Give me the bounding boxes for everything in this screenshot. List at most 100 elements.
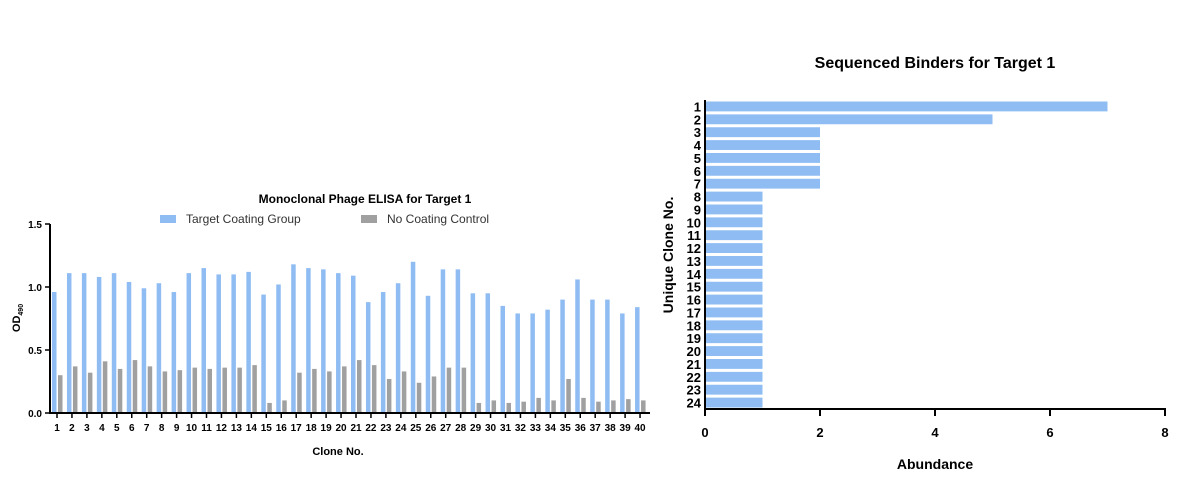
bar-abundance [705, 178, 820, 189]
y-tick-label: 3 [694, 125, 701, 140]
legend-label-target: Target Coating Group [186, 212, 301, 226]
bar-control [491, 400, 497, 413]
x-tick-label: 9 [174, 423, 180, 434]
bar-control [222, 367, 227, 413]
y-tick-label: 8 [694, 190, 701, 205]
bar-target [321, 269, 326, 413]
bar-target [620, 313, 625, 413]
bar-abundance [705, 191, 763, 202]
bar-abundance [705, 243, 763, 253]
y-tick-label: 17 [687, 305, 701, 320]
y-tick-label: 0.0 [28, 409, 42, 420]
x-tick-label: 8 [159, 423, 165, 434]
y-tick-label: 18 [687, 318, 701, 333]
bar-target [66, 273, 72, 413]
legend-swatch-control [361, 215, 377, 223]
x-tick-label: 30 [485, 423, 497, 434]
binders-chart: Sequenced Binders for Target 1 Abundance… [660, 55, 1169, 472]
x-tick-label: 6 [129, 423, 135, 434]
y-tick-label: 9 [694, 202, 701, 217]
y-tick-label: 19 [687, 331, 701, 346]
ylabel-sub: 490 [18, 304, 25, 316]
bar-control [416, 382, 422, 413]
bar-abundance [705, 307, 763, 318]
bar-control [401, 371, 407, 413]
bar-target [201, 268, 206, 413]
y-tick-label: 1 [694, 99, 701, 114]
legend-swatch-target [160, 215, 176, 223]
x-tick-label: 4 [931, 425, 939, 440]
bar-abundance [705, 359, 763, 369]
legend-label-control: No Coating Control [387, 212, 489, 226]
bar-control [162, 371, 168, 413]
bar-abundance [705, 230, 763, 241]
y-tick-label: 1.0 [28, 283, 42, 294]
bar-target [605, 299, 610, 413]
bar-control [536, 397, 541, 413]
x-tick-label: 24 [395, 423, 407, 434]
y-tick-label: 15 [687, 280, 701, 295]
bar-control [476, 402, 482, 413]
bar-target [186, 273, 192, 413]
x-tick-label: 25 [410, 423, 422, 434]
x-tick-label: 18 [306, 423, 318, 434]
y-tick-label: 13 [687, 254, 701, 269]
bar-abundance [705, 268, 763, 279]
x-tick-label: 31 [500, 423, 512, 434]
bar-abundance [705, 346, 763, 356]
binders-ylabel: Unique Clone No. [660, 197, 676, 314]
bar-target [261, 294, 266, 413]
y-tick-label: 2 [694, 112, 701, 127]
bar-control [641, 400, 646, 413]
x-tick-label: 21 [350, 423, 362, 434]
bar-control [506, 402, 511, 413]
y-tick-label: 11 [687, 228, 701, 243]
elisa-ylabel: OD490 [11, 304, 25, 332]
bar-target [351, 275, 356, 413]
x-tick-label: 22 [365, 423, 377, 434]
y-tick-label: 24 [687, 396, 702, 411]
x-tick-label: 0 [701, 425, 708, 440]
bar-target [545, 309, 550, 413]
bar-target [96, 276, 102, 413]
bar-control [342, 366, 347, 413]
y-tick-label: 23 [687, 383, 701, 398]
x-tick-label: 20 [335, 423, 347, 434]
y-tick-label: 10 [687, 215, 701, 230]
bar-control [357, 360, 362, 413]
bar-abundance [705, 114, 993, 125]
bar-target [276, 284, 281, 413]
bar-control [147, 366, 153, 413]
binders-title: Sequenced Binders for Target 1 [815, 55, 1056, 72]
x-tick-label: 35 [560, 423, 572, 434]
bar-target [336, 273, 341, 413]
bar-abundance [705, 384, 763, 395]
y-tick-label: 1.5 [28, 220, 42, 231]
bar-control [282, 400, 287, 413]
bar-target [455, 269, 461, 413]
x-tick-label: 23 [380, 423, 392, 434]
bar-target [111, 273, 117, 413]
y-tick-label: 0.5 [28, 346, 42, 357]
x-tick-label: 27 [440, 423, 452, 434]
bar-abundance [705, 204, 763, 215]
x-tick-label: 6 [1046, 425, 1053, 440]
bar-target [380, 292, 386, 413]
x-tick-label: 2 [816, 425, 823, 440]
bar-control [327, 371, 332, 413]
bar-abundance [705, 320, 763, 331]
bar-target [470, 293, 476, 413]
x-tick-label: 32 [515, 423, 527, 434]
bar-target [500, 305, 505, 413]
bar-control [312, 368, 317, 413]
bar-target [575, 279, 580, 413]
bar-abundance [705, 101, 1108, 112]
bar-target [291, 264, 296, 413]
bar-abundance [705, 333, 763, 344]
bar-abundance [705, 140, 820, 150]
bar-control [521, 401, 526, 413]
bar-target [231, 274, 236, 413]
bar-target [246, 271, 251, 413]
y-tick-label: 22 [687, 370, 701, 385]
